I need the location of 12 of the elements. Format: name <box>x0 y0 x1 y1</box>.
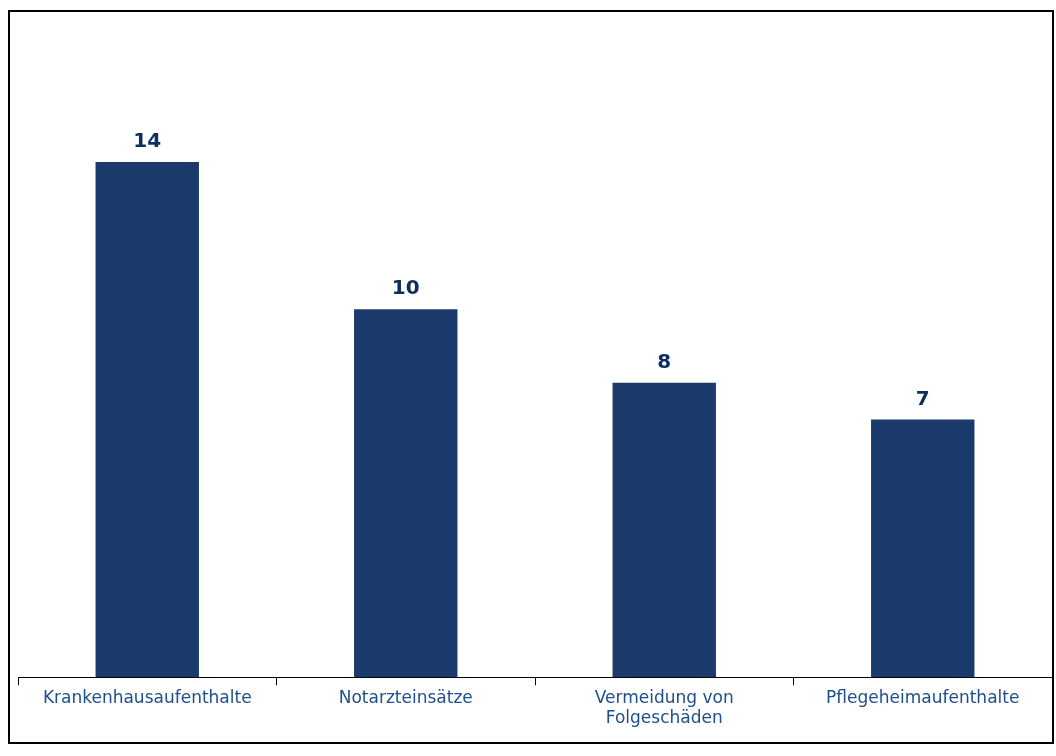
x-tick-label: Krankenhausaufenthalte <box>42 686 252 707</box>
bar <box>612 382 716 678</box>
data-label: 7 <box>915 385 930 410</box>
bar <box>95 162 199 678</box>
data-label: 14 <box>133 128 162 153</box>
data-label: 8 <box>657 349 672 373</box>
x-tick-label: Pflegeheimaufenthalte <box>826 686 1020 707</box>
bar <box>354 309 458 678</box>
data-label: 10 <box>391 275 420 300</box>
bar <box>871 419 975 678</box>
x-tick-label: Notarzteinsätze <box>338 686 473 707</box>
x-tick-label: Vermeidung von Folgeschäden <box>594 686 734 728</box>
